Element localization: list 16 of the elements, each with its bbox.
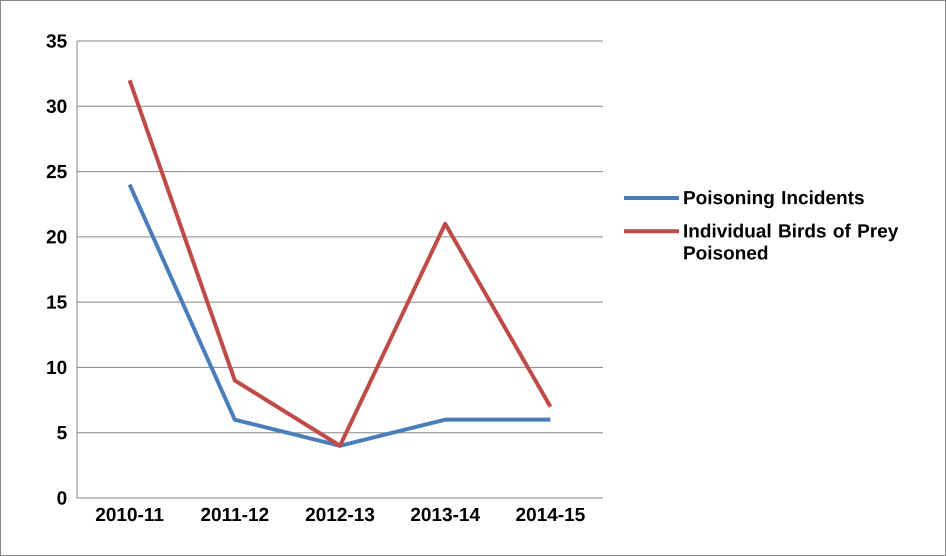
legend-label: Poisoning Incidents	[684, 190, 864, 208]
line-series	[128, 78, 552, 448]
x-tick-label: 2014-15	[516, 508, 585, 522]
y-tick-label: 35	[46, 34, 67, 48]
x-tick-label: 2013-14	[410, 508, 480, 522]
y-tick-label: 5	[57, 426, 67, 440]
legend-label: Individual Birds of Prey Poisoned	[684, 224, 898, 260]
x-tick-label: 2010-11	[96, 508, 164, 522]
y-tick-label: 25	[46, 164, 67, 178]
x-tick-label: 2012-13	[306, 508, 374, 522]
x-tick-label: 2011-12	[201, 508, 268, 522]
y-tick-label: 30	[46, 100, 66, 114]
y-tick-label: 20	[46, 230, 66, 244]
y-tick-label: 0	[57, 491, 66, 505]
y-tick-label: 15	[47, 296, 67, 309]
y-tick-label: 10	[47, 360, 66, 374]
